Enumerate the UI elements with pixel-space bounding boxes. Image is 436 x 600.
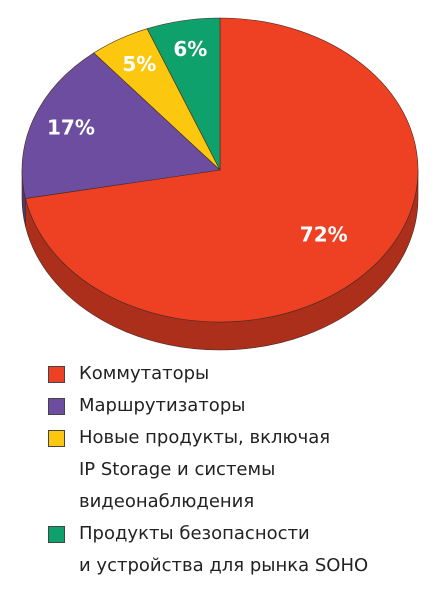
legend-swatch [48,398,65,415]
value-label: 72% [300,222,348,246]
legend-swatch [48,366,65,383]
legend-label: Коммутаторы [79,363,210,384]
value-label: 6% [173,37,207,61]
legend-label: Маршрутизаторы [79,395,246,416]
legend-item: Коммутаторы [48,358,428,390]
legend-swatch [48,526,65,543]
slice [25,17,419,323]
legend-item: Новые продукты, включая IP Storage и сис… [48,422,428,518]
legend-swatch [48,430,65,447]
value-label: 5% [122,52,156,76]
legend-label: Новые продукты, включая IP Storage и сис… [79,427,331,512]
legend-item: Продукты безопасности и устройства для р… [48,518,428,582]
legend-label: Продукты безопасности и устройства для р… [79,523,369,576]
slice [146,17,221,171]
legend: Коммутаторы Маршрутизаторы Новые продукты,… [48,358,428,582]
chart: 72% 17% 5% 6% [21,17,419,351]
legend-item: Маршрутизаторы [48,390,428,422]
slice [21,52,221,199]
value-label: 17% [47,115,95,139]
